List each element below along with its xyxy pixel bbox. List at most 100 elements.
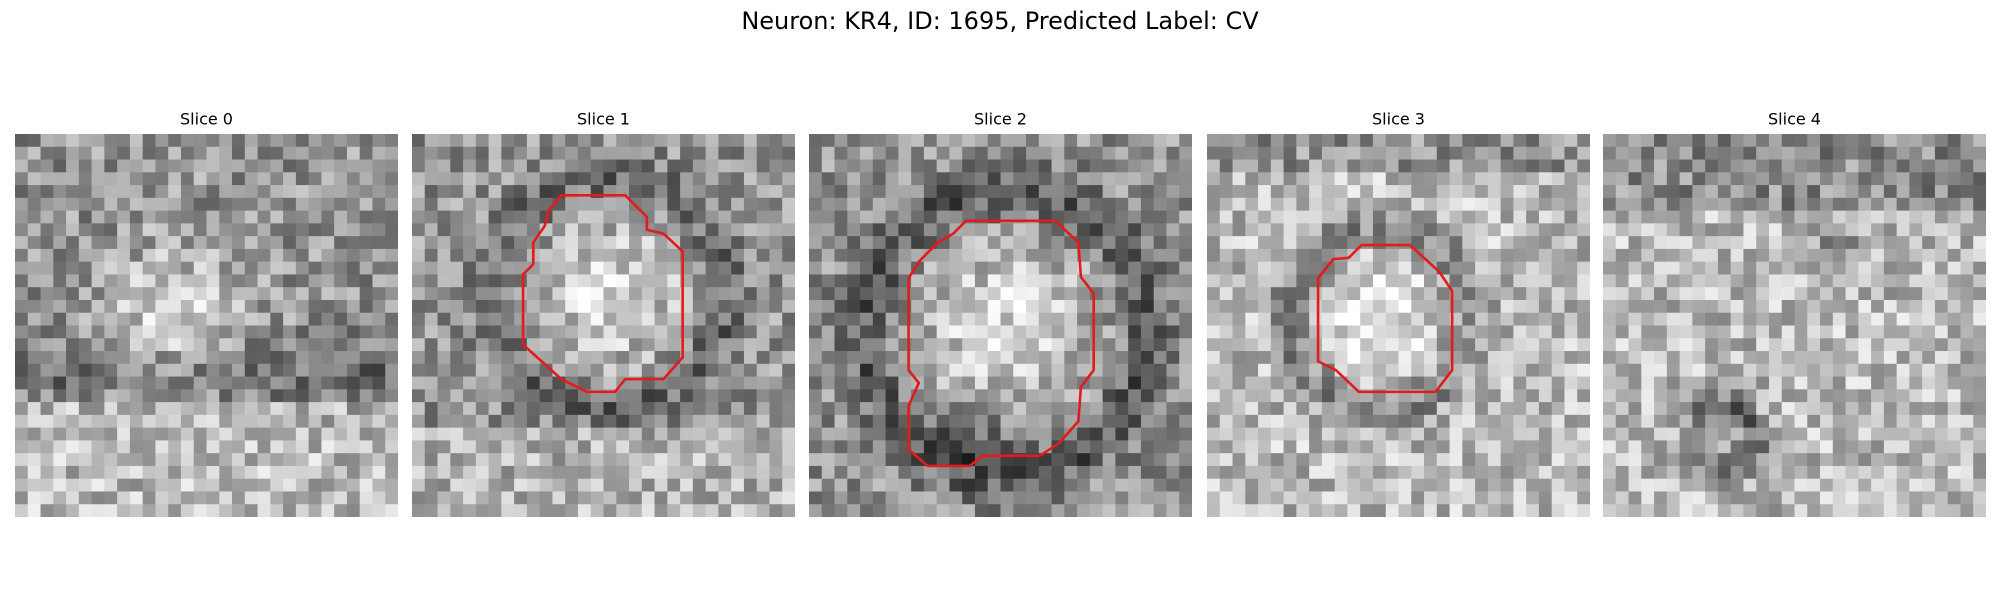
pixel (1513, 299, 1527, 314)
pixel (40, 197, 54, 212)
pixel (1013, 146, 1027, 161)
pixel (872, 223, 887, 237)
pixel (769, 427, 783, 441)
pixel (1360, 146, 1374, 161)
pixel (1883, 274, 1898, 288)
pixel (1013, 338, 1027, 352)
pixel (424, 478, 439, 492)
pixel (514, 414, 528, 429)
pixel (385, 338, 398, 352)
pixel (1768, 402, 1783, 416)
pixel (769, 478, 783, 492)
pixel (898, 465, 912, 480)
pixel (193, 274, 208, 288)
pixel (1858, 414, 1872, 429)
pixel (1372, 159, 1387, 173)
pixel (987, 427, 1002, 441)
pixel (321, 491, 335, 505)
pixel (1385, 478, 1400, 492)
pixel (168, 236, 182, 250)
pixel (1768, 363, 1783, 378)
pixel (552, 402, 566, 416)
pixel (629, 465, 643, 480)
pixel (577, 197, 592, 212)
pixel (514, 402, 528, 416)
pixel (1628, 465, 1642, 480)
pixel (168, 402, 182, 416)
pixel (680, 453, 694, 467)
pixel (372, 389, 386, 403)
pixel (680, 236, 694, 250)
pixel (372, 440, 386, 454)
pixel (1513, 261, 1527, 275)
pixel (1026, 146, 1040, 161)
pixel (1781, 504, 1796, 517)
pixel (1296, 210, 1310, 224)
pixel (142, 478, 156, 492)
pixel (193, 299, 208, 314)
pixel (1398, 465, 1412, 480)
pixel (321, 440, 335, 454)
pixel (450, 478, 464, 492)
pixel (1500, 223, 1514, 237)
pixel (1258, 172, 1272, 186)
pixel (66, 312, 80, 327)
pixel (898, 248, 912, 263)
pixel (1603, 465, 1617, 480)
pixel (1768, 427, 1783, 441)
pixel (1934, 363, 1949, 378)
pixel (1424, 376, 1438, 390)
pixel (629, 440, 643, 454)
pixel (1705, 185, 1719, 199)
pixel (834, 287, 848, 301)
pixel (463, 414, 477, 429)
pixel (1411, 185, 1425, 199)
pixel (1717, 197, 1732, 212)
pixel (1654, 197, 1668, 212)
pixel (244, 185, 259, 199)
pixel (1577, 465, 1590, 480)
pixel (1372, 491, 1387, 505)
pixel (1615, 172, 1630, 186)
pixel (911, 312, 925, 327)
pixel (1717, 299, 1732, 314)
pixel (1026, 236, 1040, 250)
pixel (450, 504, 464, 517)
pixel (206, 478, 220, 492)
pixel (872, 414, 887, 429)
pixel (654, 363, 668, 378)
pixel (1768, 504, 1783, 517)
pixel (949, 465, 963, 480)
pixel (475, 312, 490, 327)
pixel (1551, 504, 1565, 517)
pixel (91, 210, 105, 224)
pixel (1615, 504, 1630, 517)
pixel (232, 261, 246, 275)
pixel (1026, 427, 1040, 441)
pixel (552, 210, 566, 224)
pixel (1922, 465, 1936, 480)
pixel (1679, 274, 1693, 288)
pixel (463, 210, 477, 224)
pixel (129, 274, 144, 288)
pixel (1360, 172, 1374, 186)
pixel (1064, 504, 1078, 517)
pixel (91, 274, 105, 288)
pixel (129, 146, 144, 161)
pixel (654, 389, 668, 403)
pixel (232, 427, 246, 441)
pixel (295, 261, 310, 275)
pixel (949, 312, 963, 327)
pixel (1077, 185, 1091, 199)
pixel (104, 312, 118, 327)
pixel (1309, 223, 1323, 237)
pixel (1858, 325, 1872, 339)
pixel (654, 146, 668, 161)
pixel (257, 312, 271, 327)
pixel (987, 287, 1002, 301)
pixel (911, 465, 925, 480)
pixel (1411, 134, 1425, 148)
pixel (1615, 197, 1630, 212)
pixel (1207, 338, 1221, 352)
pixel (1436, 478, 1451, 492)
